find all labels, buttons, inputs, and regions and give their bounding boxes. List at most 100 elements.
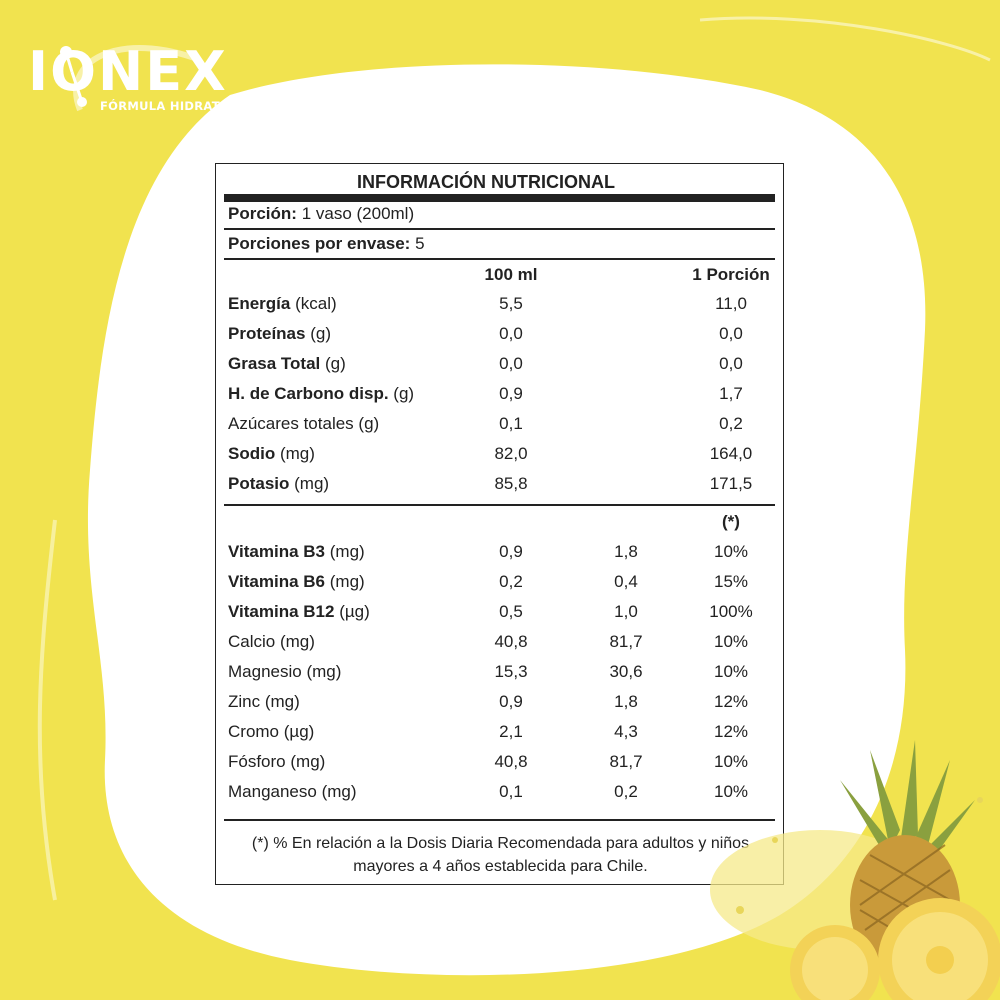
value-100ml: 2,1 bbox=[499, 722, 523, 741]
value-100ml: 0,0 bbox=[499, 354, 523, 373]
value-portion: 0,0 bbox=[719, 354, 743, 373]
nutrient-label: H. de Carbono disp. bbox=[228, 384, 389, 403]
value-portion: 81,7 bbox=[609, 632, 643, 651]
table-title: INFORMACIÓN NUTRICIONAL bbox=[357, 172, 615, 192]
value-100ml: 0,9 bbox=[499, 384, 523, 403]
micronutrient-label: Zinc bbox=[228, 692, 261, 711]
value-100ml: 15,3 bbox=[494, 662, 528, 681]
nutrient-name: Sodio (mg) bbox=[228, 444, 315, 464]
micronutrient-label: Manganeso bbox=[228, 782, 317, 801]
value-daily-percent: 10% bbox=[713, 632, 749, 651]
divider bbox=[224, 228, 775, 230]
nutrient-name: Potasio (mg) bbox=[228, 474, 329, 494]
micronutrient-name: Manganeso (mg) bbox=[228, 782, 357, 802]
portion-label: Porción: bbox=[228, 204, 297, 223]
value-portion: 1,0 bbox=[614, 602, 638, 621]
nutrient-label: Azúcares totales bbox=[228, 414, 354, 433]
col-header-100ml: 100 ml bbox=[484, 265, 538, 284]
micronutrient-unit: (µg) bbox=[283, 722, 315, 741]
value-portion: 30,6 bbox=[609, 662, 643, 681]
value-portion: 0,2 bbox=[719, 414, 743, 433]
portion-row: Porción: 1 vaso (200ml) bbox=[228, 204, 414, 224]
value-daily-percent: 10% bbox=[713, 782, 749, 801]
thick-divider bbox=[224, 194, 775, 202]
micronutrient-label: Calcio bbox=[228, 632, 276, 651]
nutrient-unit: (kcal) bbox=[295, 294, 337, 313]
value-daily-percent: 12% bbox=[713, 722, 749, 741]
value-100ml: 0,1 bbox=[499, 414, 523, 433]
brand-logo: IONEX FÓRMULA HIDRATANTE bbox=[28, 42, 268, 122]
micronutrient-name: Vitamina B6 (mg) bbox=[228, 572, 365, 592]
servings-value: 5 bbox=[415, 234, 425, 253]
value-daily-percent: 10% bbox=[713, 662, 749, 681]
value-100ml: 0,2 bbox=[499, 572, 523, 591]
servings-label: Porciones por envase: bbox=[228, 234, 411, 253]
value-100ml: 0,9 bbox=[499, 542, 523, 561]
nutrient-label: Grasa Total bbox=[228, 354, 321, 373]
nutrient-label: Energía bbox=[228, 294, 291, 313]
nutrient-name: Azúcares totales (g) bbox=[228, 414, 379, 434]
value-100ml: 82,0 bbox=[494, 444, 528, 463]
nutrient-label: Proteínas bbox=[228, 324, 306, 343]
nutrient-unit: (mg) bbox=[294, 474, 330, 493]
col-header-portion: 1 Porción bbox=[692, 265, 770, 284]
value-100ml: 40,8 bbox=[494, 632, 528, 651]
micronutrient-unit: (mg) bbox=[264, 692, 300, 711]
value-100ml: 40,8 bbox=[494, 752, 528, 771]
micronutrient-unit: (mg) bbox=[321, 782, 357, 801]
value-100ml: 0,9 bbox=[499, 692, 523, 711]
value-100ml: 0,0 bbox=[499, 324, 523, 343]
value-100ml: 0,1 bbox=[499, 782, 523, 801]
micronutrient-unit: (mg) bbox=[279, 632, 315, 651]
value-portion: 0,4 bbox=[614, 572, 638, 591]
nutrient-name: Energía (kcal) bbox=[228, 294, 337, 314]
footnote-line-2: mayores a 4 años establecida para Chile. bbox=[353, 858, 648, 875]
nutrient-name: Grasa Total (g) bbox=[228, 354, 346, 374]
micronutrient-unit: (mg) bbox=[329, 572, 365, 591]
micronutrient-label: Vitamina B12 bbox=[228, 602, 335, 621]
divider bbox=[224, 819, 775, 821]
footnote-line-1: (*) % En relación a la Dosis Diaria Reco… bbox=[251, 835, 750, 852]
divider bbox=[224, 504, 775, 506]
micronutrient-label: Vitamina B3 bbox=[228, 542, 326, 561]
value-portion: 81,7 bbox=[609, 752, 643, 771]
value-daily-percent: 12% bbox=[713, 692, 749, 711]
micronutrient-unit: (µg) bbox=[339, 602, 370, 621]
micronutrient-unit: (mg) bbox=[329, 542, 365, 561]
nutrient-unit: (g) bbox=[325, 354, 346, 373]
value-daily-percent: 10% bbox=[713, 752, 749, 771]
value-100ml: 85,8 bbox=[494, 474, 528, 493]
value-100ml: 5,5 bbox=[499, 294, 523, 313]
nutrient-label: Sodio bbox=[228, 444, 276, 463]
micronutrient-unit: (mg) bbox=[290, 752, 326, 771]
portion-value: 1 vaso (200ml) bbox=[301, 204, 415, 223]
micronutrient-name: Zinc (mg) bbox=[228, 692, 300, 712]
micronutrient-label: Fósforo bbox=[228, 752, 286, 771]
divider bbox=[224, 258, 775, 260]
value-daily-percent: 15% bbox=[713, 572, 749, 591]
nutrient-unit: (mg) bbox=[279, 444, 315, 463]
value-portion: 0,0 bbox=[719, 324, 743, 343]
servings-row: Porciones por envase: 5 bbox=[228, 234, 425, 254]
micronutrient-name: Fósforo (mg) bbox=[228, 752, 325, 772]
brand-wordmark: IONEX bbox=[28, 40, 228, 103]
micronutrient-unit: (mg) bbox=[306, 662, 342, 681]
value-portion: 171,5 bbox=[709, 474, 753, 493]
micronutrient-name: Vitamina B12 (µg) bbox=[228, 602, 370, 622]
daily-value-marker: (*) bbox=[722, 512, 740, 531]
nutrient-name: H. de Carbono disp. (g) bbox=[228, 384, 414, 404]
brand-tagline: FÓRMULA HIDRATANTE bbox=[100, 99, 255, 113]
value-portion: 11,0 bbox=[715, 294, 747, 313]
value-portion: 164,0 bbox=[709, 444, 753, 463]
molecule-icon bbox=[60, 46, 87, 107]
micronutrient-name: Cromo (µg) bbox=[228, 722, 314, 742]
micronutrient-name: Calcio (mg) bbox=[228, 632, 315, 652]
value-portion: 1,8 bbox=[614, 692, 638, 711]
micronutrient-label: Cromo bbox=[228, 722, 280, 741]
value-portion: 0,2 bbox=[614, 782, 638, 801]
micronutrient-label: Magnesio bbox=[228, 662, 302, 681]
nutrient-unit: (g) bbox=[358, 414, 380, 433]
value-portion: 4,3 bbox=[614, 722, 638, 741]
value-portion: 1,8 bbox=[614, 542, 638, 561]
nutrient-unit: (g) bbox=[310, 324, 331, 343]
